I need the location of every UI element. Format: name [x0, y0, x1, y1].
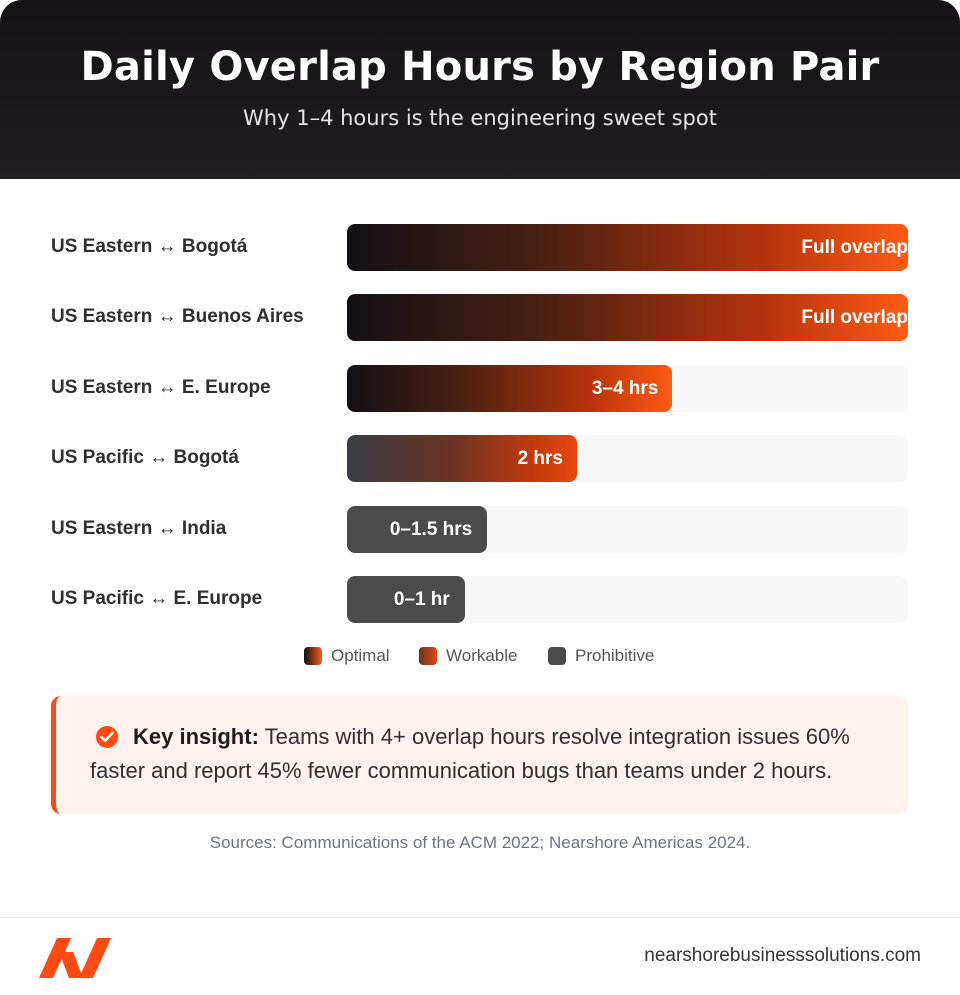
legend-item-workable: Workable: [419, 646, 518, 666]
bar-category-label: US Pacific ↔ E. Europe: [51, 588, 263, 609]
legend-label: Prohibitive: [575, 646, 655, 665]
bar-track: Full overlap: [347, 294, 908, 342]
sources-note: Sources: Communications of the ACM 2022;…: [209, 833, 751, 852]
bar-track: 2 hrs: [347, 435, 908, 483]
bar-prohibitive: 0–1 hr: [347, 576, 465, 623]
bar-value-label: 3–4 hrs: [591, 377, 659, 399]
bar-category-label: US Eastern ↔ E. Europe: [51, 376, 271, 398]
chart-legend: Optimal Workable Prohibitive: [0, 646, 960, 668]
bar-value-label: 2 hrs: [517, 448, 563, 470]
insight-heading: Key insight:: [133, 724, 259, 749]
bar-category-label: US Pacific ↔ Bogotá: [51, 447, 239, 469]
legend-swatch: [304, 647, 322, 665]
bar-optimal: Full overlap: [347, 224, 908, 271]
bar-category-label: US Eastern ↔ Buenos Aires: [51, 306, 304, 328]
bar-optimal: Full overlap: [347, 294, 908, 342]
bar-track: 0–1 hr: [347, 576, 908, 623]
bar-value-label: Full overlap: [801, 307, 908, 329]
bar-workable: 2 hrs: [347, 435, 577, 483]
legend-swatch: [548, 647, 566, 665]
footer: nearshorebusinesssolutions.com: [0, 917, 960, 995]
bar-value-label: 0–1.5 hrs: [389, 518, 473, 540]
legend-label: Optimal: [331, 646, 390, 665]
key-insight-callout: Key insight: Teams with 4+ overlap hours…: [51, 696, 908, 814]
page-title: Daily Overlap Hours by Region Pair: [80, 44, 880, 90]
page-subtitle: Why 1–4 hours is the engineering sweet s…: [243, 106, 717, 130]
legend-item-optimal: Optimal: [304, 646, 390, 666]
bar-track: Full overlap: [347, 224, 908, 271]
bar-prohibitive: 0–1.5 hrs: [347, 505, 488, 553]
bar-category-label: US Eastern ↔ India: [51, 517, 227, 539]
brand-logo-icon: [39, 938, 117, 983]
overlap-bar-chart: US Eastern ↔ Bogotá Full overlap US Easter…: [0, 179, 960, 649]
bar-track: 0–1.5 hrs: [347, 505, 908, 553]
bar-value-label: 0–1 hr: [393, 589, 450, 610]
insight-text: Key insight: Teams with 4+ overlap hours…: [90, 720, 890, 788]
header-banner: Daily Overlap Hours by Region Pair Why 1…: [0, 0, 960, 179]
bar-value-label: Full overlap: [801, 237, 908, 258]
bar-track: 3–4 hrs: [347, 364, 908, 412]
footer-domain: nearshorebusinesssolutions.com: [644, 945, 921, 966]
legend-label: Workable: [446, 646, 518, 665]
legend-item-prohibitive: Prohibitive: [548, 646, 654, 666]
check-circle-icon: [96, 726, 118, 748]
bar-optimal: 3–4 hrs: [347, 364, 673, 412]
legend-swatch: [419, 647, 437, 665]
insight-body: Teams with 4+ overlap hours resolve inte…: [90, 724, 850, 783]
bar-category-label: US Eastern ↔ Bogotá: [51, 236, 248, 257]
